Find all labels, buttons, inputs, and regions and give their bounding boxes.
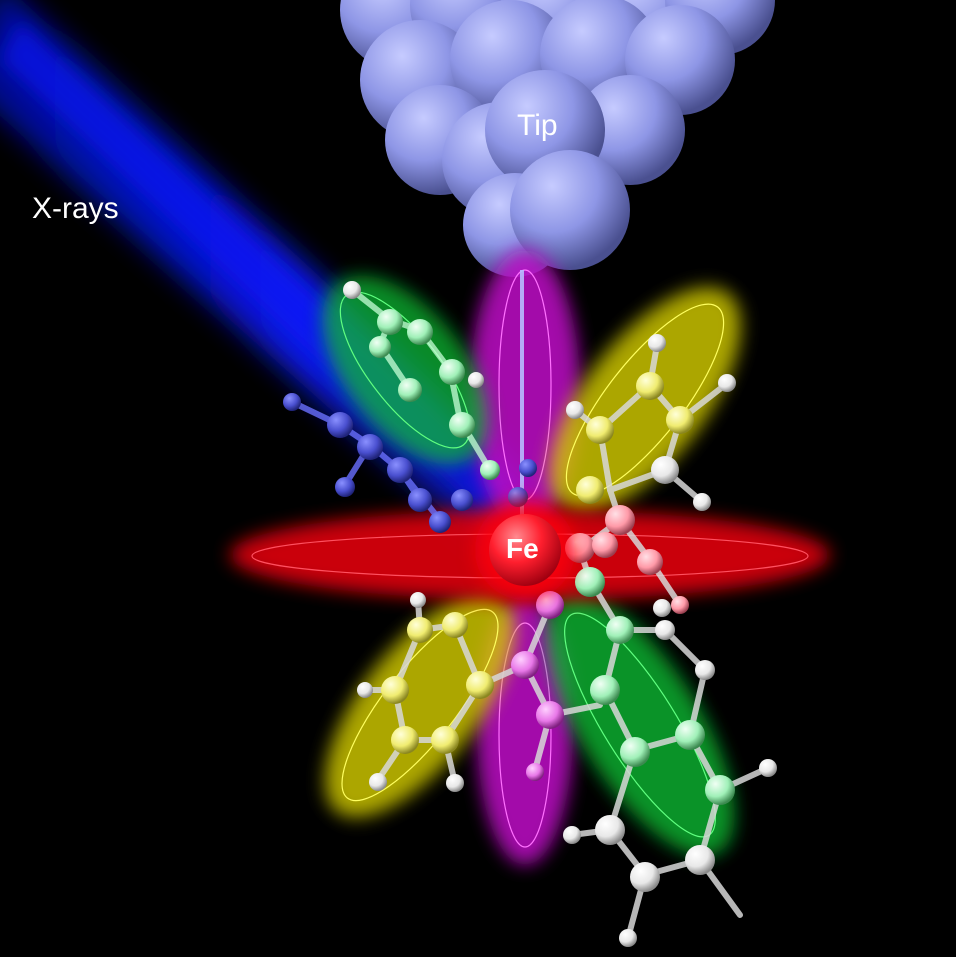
upper-left-rings — [283, 281, 537, 533]
fe-label: Fe — [506, 533, 539, 564]
xrays-label: X-rays — [32, 192, 119, 225]
atoms — [357, 334, 777, 947]
tip-label: Tip — [517, 109, 558, 142]
fe-atom — [475, 500, 575, 600]
tip-atoms — [340, 0, 775, 277]
